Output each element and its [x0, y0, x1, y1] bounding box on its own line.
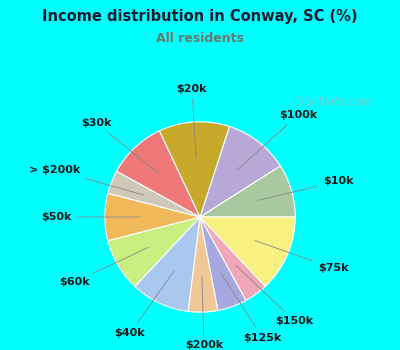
Wedge shape	[200, 217, 246, 310]
Text: $150k: $150k	[236, 265, 314, 326]
Text: $125k: $125k	[221, 273, 282, 343]
Wedge shape	[105, 193, 200, 241]
Wedge shape	[200, 166, 295, 217]
Wedge shape	[200, 217, 295, 286]
Wedge shape	[108, 217, 200, 286]
Text: $10k: $10k	[258, 176, 354, 201]
Wedge shape	[200, 126, 280, 217]
Text: $20k: $20k	[177, 84, 207, 157]
Text: > $200k: > $200k	[29, 165, 144, 195]
Wedge shape	[108, 171, 200, 217]
Text: City-Data.com: City-Data.com	[293, 97, 373, 107]
Text: All residents: All residents	[156, 32, 244, 44]
Text: $60k: $60k	[59, 247, 148, 287]
Text: $50k: $50k	[41, 212, 140, 222]
Wedge shape	[160, 122, 230, 217]
Text: $100k: $100k	[237, 111, 317, 170]
Wedge shape	[116, 131, 200, 217]
Text: Income distribution in Conway, SC (%): Income distribution in Conway, SC (%)	[42, 9, 358, 24]
Wedge shape	[135, 217, 200, 312]
Text: $200k: $200k	[185, 277, 223, 350]
Wedge shape	[188, 217, 218, 312]
Wedge shape	[200, 217, 265, 300]
Text: $75k: $75k	[255, 240, 348, 273]
Text: $30k: $30k	[82, 118, 159, 174]
Text: $40k: $40k	[115, 271, 174, 338]
